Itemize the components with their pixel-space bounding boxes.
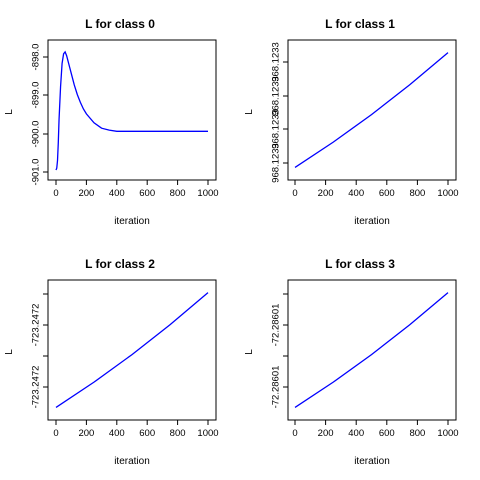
y-tick-label: 968.1233 [271, 42, 282, 82]
x-tick-label: 200 [318, 188, 334, 199]
x-axis: 0 200 400 600 800 1000 [53, 420, 219, 439]
panel-title: L for class 2 [85, 257, 155, 271]
x-axis: 0 200 400 600 800 1000 [292, 180, 459, 199]
x-tick-label: 400 [109, 188, 125, 199]
panel-class-3: L for class 3 0 200 400 600 800 1000 -72.2860… [244, 257, 459, 467]
x-tick-label: 0 [53, 428, 58, 439]
x-tick-label: 600 [379, 428, 395, 439]
y-axis: -72.28601 -72.28601 [271, 293, 288, 409]
x-axis-label: iteration [114, 216, 150, 227]
x-tick-label: 200 [78, 188, 94, 199]
panel-class-0: L for class 0 0 200 400 600 800 1000 -901.0-9… [4, 17, 219, 227]
y-axis: -901.0 -900.0 -899.0 -898.0 [31, 44, 48, 186]
panel-title: L for class 3 [325, 257, 395, 271]
plot-frame [47, 39, 217, 181]
x-tick-label: 600 [379, 188, 395, 199]
x-tick-label: 200 [78, 428, 94, 439]
y-tick-label: -723.2472 [31, 304, 42, 347]
y-axis-label: L [4, 349, 15, 355]
x-axis: 0 200 400 600 800 1000 [292, 420, 459, 439]
panel-class-1: L for class 1 0 200 400 600 800 1000 968.1233… [244, 17, 459, 227]
y-tick-label: -901.0 [31, 159, 42, 186]
y-tick-label: -72.28601 [271, 366, 282, 409]
x-tick-label: 400 [109, 428, 125, 439]
y-tick-label: -899.0 [31, 82, 42, 109]
x-tick-label: 1000 [437, 188, 458, 199]
y-axis-label: L [4, 109, 15, 115]
x-tick-label: 400 [348, 188, 364, 199]
y-tick-label: 968.1233 [271, 109, 282, 149]
plot-frame [287, 279, 457, 421]
x-axis-label: iteration [114, 456, 150, 467]
x-tick-label: 600 [139, 428, 155, 439]
x-tick-label: 0 [292, 428, 297, 439]
x-tick-label: 800 [170, 188, 186, 199]
y-tick-label: -900.0 [31, 121, 42, 148]
y-tick-label: 968.1233 [271, 76, 282, 116]
x-axis-label: iteration [354, 216, 390, 227]
x-tick-label: 0 [292, 188, 297, 199]
plot-frame [287, 39, 457, 181]
x-tick-label: 400 [348, 428, 364, 439]
x-tick-label: 0 [53, 188, 58, 199]
x-tick-label: 1000 [197, 428, 218, 439]
y-axis-label: L [244, 109, 255, 115]
y-axis-label: L [244, 349, 255, 355]
y-tick-label: -72.28601 [271, 304, 282, 347]
x-tick-label: 600 [139, 188, 155, 199]
series-line [294, 292, 449, 408]
panel-title: L for class 0 [85, 17, 155, 31]
x-tick-label: 200 [318, 428, 334, 439]
series-line [55, 292, 209, 408]
panel-class-2: L for class 2 0 200 400 600 800 1000 -723.247… [4, 257, 219, 467]
x-tick-label: 1000 [437, 428, 458, 439]
y-axis: -723.2472 -723.2472 [31, 293, 48, 409]
y-tick-label: -723.2472 [31, 366, 42, 409]
x-tick-label: 800 [170, 428, 186, 439]
y-tick-label: -898.0 [31, 44, 42, 71]
y-tick-label: 968.1233 [271, 143, 282, 183]
series-line [55, 50, 208, 171]
series-line [294, 52, 449, 168]
x-axis: 0 200 400 600 800 1000 [53, 180, 219, 199]
x-tick-label: 1000 [197, 188, 218, 199]
x-tick-label: 800 [409, 428, 425, 439]
x-tick-label: 800 [409, 188, 425, 199]
plot-frame [47, 279, 217, 421]
panel-title: L for class 1 [325, 17, 395, 31]
x-axis-label: iteration [354, 456, 390, 467]
